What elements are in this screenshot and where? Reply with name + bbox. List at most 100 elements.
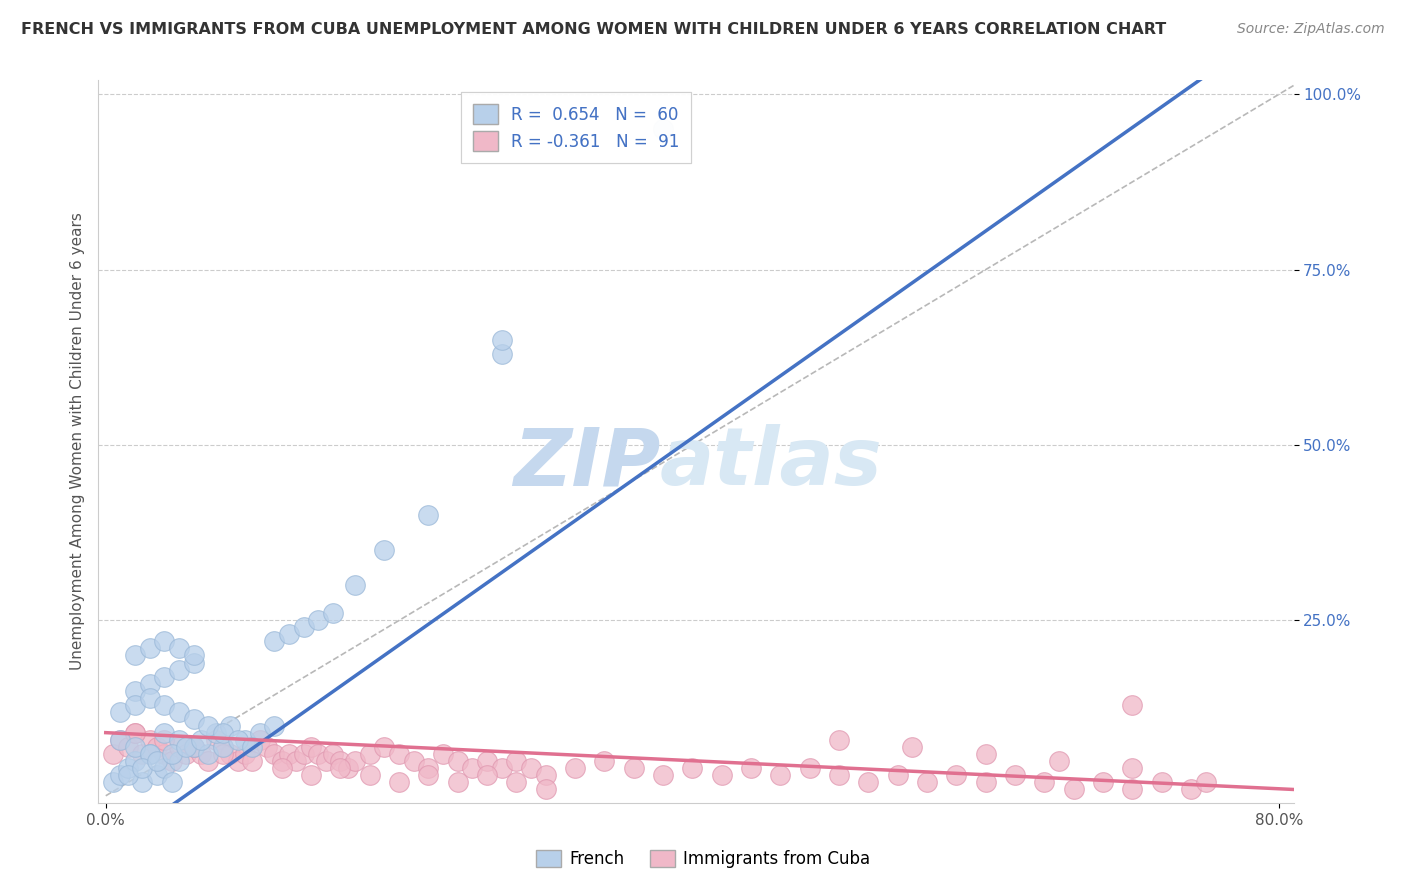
Point [131,761,153,775]
Point [491,761,513,775]
Point [190,747,212,761]
Point [263,747,285,761]
Point [124,725,146,739]
Point [124,725,146,739]
Point [242,754,264,768]
Point [183,739,205,754]
Point [160,774,183,789]
Point [101,747,124,761]
Text: FRENCH VS IMMIGRANTS FROM CUBA UNEMPLOYMENT AMONG WOMEN WITH CHILDREN UNDER 6 YE: FRENCH VS IMMIGRANTS FROM CUBA UNEMPLOYM… [21,22,1167,37]
Point [190,732,212,747]
Point [1150,774,1173,789]
Point [139,732,162,747]
Point [285,754,308,768]
Point [139,747,162,761]
Point [475,768,498,782]
Point [710,768,733,782]
Point [167,641,190,656]
Point [153,761,176,775]
Point [520,761,543,775]
Point [322,747,344,761]
Point [886,768,908,782]
Point [828,732,851,747]
Y-axis label: Unemployment Among Women with Children Under 6 years: Unemployment Among Women with Children U… [69,212,84,671]
Point [153,669,176,683]
Point [1121,698,1143,712]
Point [110,768,132,782]
Point [197,747,219,761]
Point [167,663,190,677]
Point [402,754,425,768]
Point [124,648,146,663]
Point [945,768,967,782]
Point [344,578,367,592]
Point [799,761,821,775]
Point [336,761,359,775]
Point [491,333,513,347]
Point [219,747,242,761]
Point [226,732,249,747]
Point [329,754,352,768]
Point [219,718,242,732]
Point [593,754,616,768]
Point [475,754,498,768]
Point [153,732,176,747]
Point [307,614,329,628]
Point [204,732,226,747]
Point [1121,781,1143,796]
Point [359,768,381,782]
Point [139,690,162,705]
Point [623,761,645,775]
Point [197,754,219,768]
Point [447,754,470,768]
Point [263,634,285,648]
Point [131,774,153,789]
Point [183,739,205,754]
Point [153,725,176,739]
Point [418,508,440,523]
Point [974,774,997,789]
Point [160,747,183,761]
Point [242,739,264,754]
Point [322,607,344,621]
Point [534,781,557,796]
Point [167,705,190,719]
Point [1047,754,1070,768]
Point [447,774,470,789]
Legend: French, Immigrants from Cuba: French, Immigrants from Cuba [530,843,876,875]
Point [307,747,329,761]
Text: ZIP: ZIP [513,425,661,502]
Point [131,747,153,761]
Point [461,761,484,775]
Point [153,634,176,648]
Point [344,754,367,768]
Point [858,774,880,789]
Point [1180,781,1202,796]
Point [329,761,352,775]
Point [769,768,792,782]
Point [176,747,198,761]
Point [124,683,146,698]
Point [117,739,139,754]
Point [124,754,146,768]
Point [740,761,762,775]
Point [256,739,278,754]
Point [212,725,235,739]
Point [139,747,162,761]
Point [681,761,703,775]
Point [153,747,176,761]
Point [167,732,190,747]
Point [1063,781,1085,796]
Point [124,698,146,712]
Point [146,754,169,768]
Point [652,122,675,136]
Point [1121,761,1143,775]
Point [373,543,395,558]
Point [534,768,557,782]
Text: atlas: atlas [661,425,883,502]
Point [249,725,271,739]
Point [176,739,198,754]
Point [183,648,205,663]
Point [117,761,139,775]
Point [167,754,190,768]
